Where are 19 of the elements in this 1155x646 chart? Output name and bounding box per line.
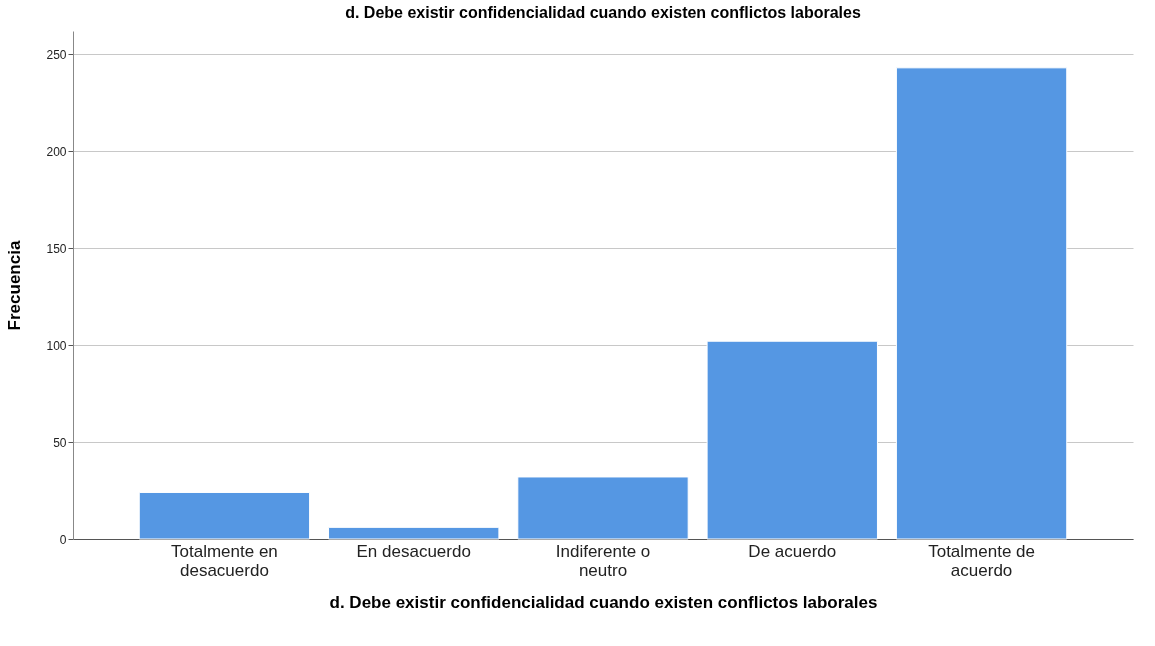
y-tick-label: 100 xyxy=(46,338,67,353)
y-tick-label: 0 xyxy=(59,532,67,547)
x-tick-label: Totalmente de acuerdo xyxy=(928,541,1035,580)
x-tick-label: En desacuerdo xyxy=(356,541,471,561)
y-axis-title: Frecuencia xyxy=(5,240,25,331)
bar xyxy=(706,340,878,540)
y-tick-label: 150 xyxy=(46,241,67,256)
bar xyxy=(895,67,1068,540)
y-tick-label: 200 xyxy=(46,144,67,159)
x-axis-title: d. Debe existir confidencialidad cuando existen conflictos laborales xyxy=(329,592,878,612)
y-tick-label: 50 xyxy=(53,435,67,450)
x-tick-label: Indiferente o neutro xyxy=(555,541,651,580)
bar xyxy=(517,476,689,540)
y-tick-label: 250 xyxy=(46,47,67,62)
chart-title: d. Debe existir confidencialidad cuando existen conflictos laborales xyxy=(345,4,861,21)
x-tick-label: Totalmente en desacuerdo xyxy=(171,541,278,580)
x-tick-label: De acuerdo xyxy=(748,541,837,561)
bar xyxy=(328,526,500,540)
bar xyxy=(138,491,311,540)
